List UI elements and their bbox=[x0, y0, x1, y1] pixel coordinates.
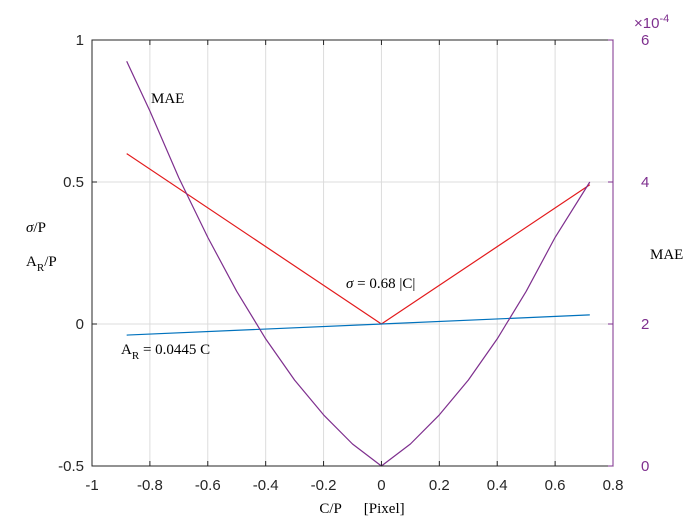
y-tick-label-left: 1 bbox=[76, 32, 84, 49]
x-tick-label: -0.8 bbox=[137, 477, 163, 494]
annotation-ar: AR = 0.0445 C bbox=[121, 342, 210, 362]
y-tick-label-left: 0.5 bbox=[63, 174, 84, 191]
series-line-sigma bbox=[126, 153, 591, 325]
annotation-sigma: σ = 0.68 |C| bbox=[346, 276, 415, 292]
x-axis-label: C/P [Pixel] bbox=[319, 501, 404, 517]
series-line-ar bbox=[126, 314, 590, 336]
x-tick-label: -0.4 bbox=[253, 477, 279, 494]
x-tick-label: -0.2 bbox=[311, 477, 337, 494]
y-tick-label-right: 2 bbox=[641, 316, 649, 333]
y-tick-label-right: 0 bbox=[641, 458, 649, 475]
x-tick-label: 0.8 bbox=[603, 477, 624, 494]
x-tick-label: -1 bbox=[85, 477, 98, 494]
right-axis-exponent: ×10-4 bbox=[634, 13, 669, 32]
series-layer bbox=[126, 61, 591, 467]
x-tick-label: 0 bbox=[377, 477, 385, 494]
y-tick-label-right: 6 bbox=[641, 32, 649, 49]
x-tick-label: 0.2 bbox=[429, 477, 450, 494]
annotation-mae: MAE bbox=[151, 91, 184, 107]
right-y-axis-label: MAE bbox=[650, 247, 683, 263]
y-tick-label-left: -0.5 bbox=[58, 458, 84, 475]
x-tick-label: -0.6 bbox=[195, 477, 221, 494]
x-axis-ticks: -1 -0.8 -0.6 -0.4 -0.2 0 0.2 0.4 0.6 0.8 bbox=[85, 40, 623, 494]
left-y-axis-label-sigma: σ/P bbox=[26, 220, 46, 236]
left-y-axis-ticks: -0.5 0 0.5 1 bbox=[58, 32, 97, 475]
y-tick-label-left: 0 bbox=[76, 316, 84, 333]
series-line-mae bbox=[126, 61, 591, 467]
x-tick-label: 0.6 bbox=[545, 477, 566, 494]
y-tick-label-right: 4 bbox=[641, 174, 649, 191]
x-tick-label: 0.4 bbox=[487, 477, 508, 494]
right-y-axis-ticks: 0 2 4 6 bbox=[608, 32, 649, 475]
left-y-axis-label-ar: AR/P bbox=[26, 254, 57, 274]
